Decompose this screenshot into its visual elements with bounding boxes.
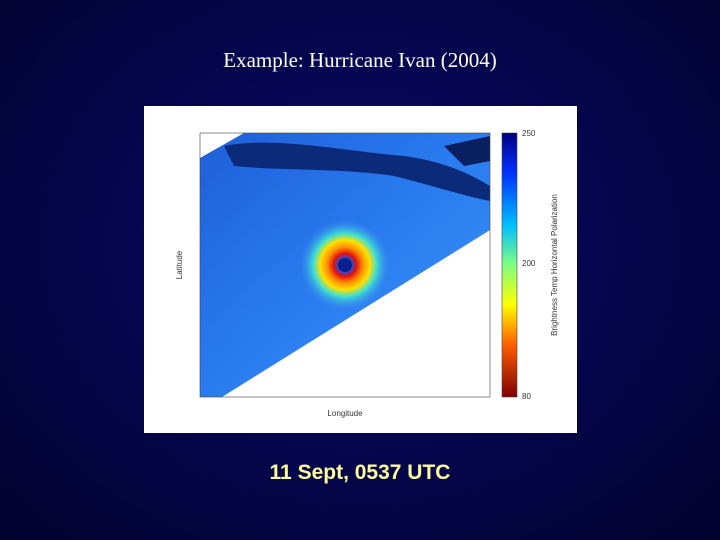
slide-title: Example: Hurricane Ivan (2004) <box>223 48 497 72</box>
slide-caption: 11 Sept, 0537 UTC <box>269 461 451 484</box>
y-axis-label: Latitude <box>175 250 184 279</box>
map-image <box>199 132 491 398</box>
colorbar <box>501 132 518 398</box>
satellite-figure: 250 200 80 Latitude Longitude Brightness… <box>144 106 577 433</box>
colorbar-tick-label: 80 <box>522 392 531 401</box>
x-axis-label: Longitude <box>327 409 363 418</box>
colorbar-label: Brightness Temp Horizontal Polarization <box>550 194 559 336</box>
colorbar-tick-label: 250 <box>522 129 536 138</box>
colorbar-tick-label: 200 <box>522 259 536 268</box>
